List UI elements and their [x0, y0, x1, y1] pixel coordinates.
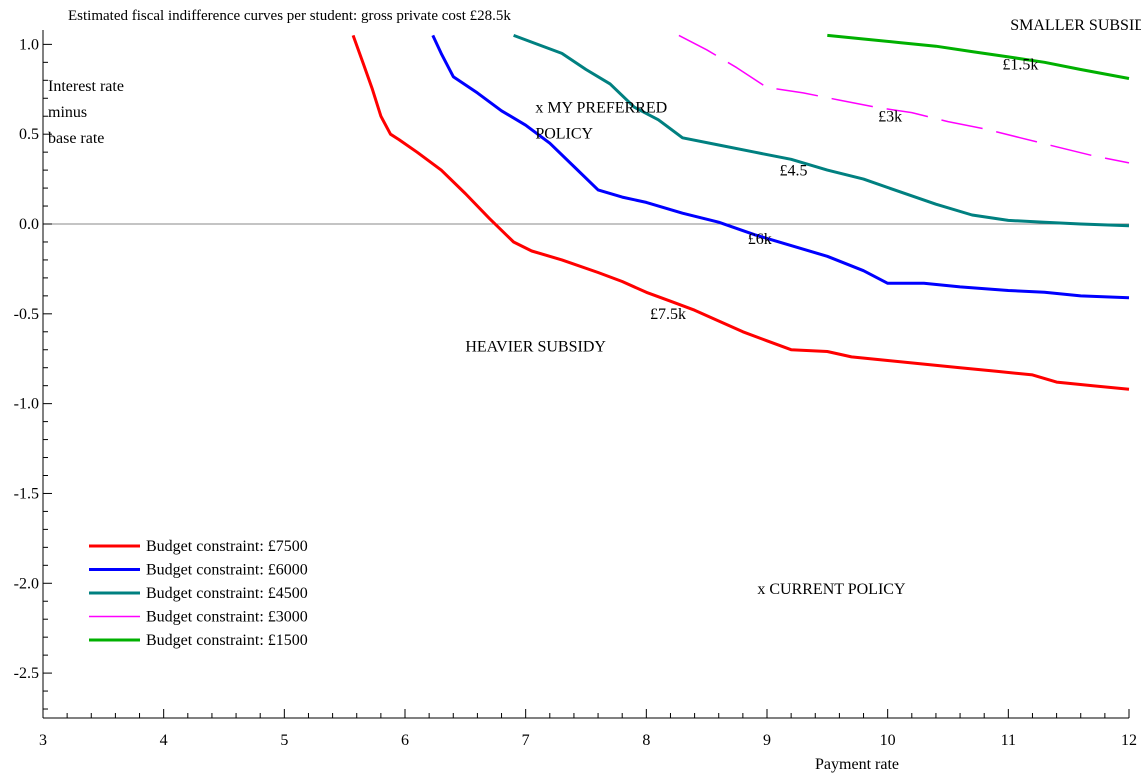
y-axis-label-line-3: base rate [48, 130, 104, 147]
x-tick-label: 3 [39, 732, 47, 749]
x-tick-label: 8 [642, 732, 650, 749]
y-tick-label: 1.0 [19, 36, 39, 53]
legend-label: Budget constraint: £1500 [146, 632, 308, 649]
series-line-5 [827, 33, 1130, 80]
y-ticks: 1.0 0.5 0.0 -0.5 -1.0 -1.5 -2.0 -2.5 [14, 36, 52, 710]
annotation-text: x CURRENT POLICY [757, 581, 906, 598]
x-tick-label: 5 [280, 732, 288, 749]
x-tick-label: 6 [401, 732, 409, 749]
y-tick-label: -1.0 [14, 396, 39, 413]
y-tick-label: -2.0 [14, 575, 39, 592]
curve-labels: £1.5k £3k £4.5 £6k £7.5k [650, 57, 1038, 324]
curve-label: £1.5k [1002, 57, 1038, 74]
legend-label: Budget constraint: £3000 [146, 609, 308, 626]
x-tick-label: 4 [160, 732, 168, 749]
annotation-text: x MY PREFERRED [535, 100, 667, 117]
y-tick-label: 0.0 [19, 216, 39, 233]
y-axis-label-line-1: Interest rate [48, 78, 124, 95]
y-axis-label-line-2: minus [48, 104, 87, 121]
x-tick-label: 12 [1121, 732, 1137, 749]
x-tick-label: 11 [1001, 732, 1016, 749]
y-tick-label: -2.5 [14, 665, 39, 682]
x-tick-label: 9 [763, 732, 771, 749]
legend-label: Budget constraint: £7500 [146, 538, 308, 555]
series-line-2 [431, 34, 1130, 300]
annotation-text: SMALLER SUBSIDY [1010, 17, 1141, 34]
series-line-3 [513, 33, 1130, 228]
annotations: SMALLER SUBSIDY x MY PREFERRED POLICY HEAVI… [465, 17, 1141, 598]
y-tick-label: 0.5 [19, 126, 39, 143]
y-tick-label: -0.5 [14, 306, 39, 323]
curve-label: £3k [878, 109, 902, 126]
x-tick-label: 7 [522, 732, 530, 749]
curve-label: £4.5 [780, 163, 808, 180]
annotation-text: HEAVIER SUBSIDY [465, 339, 606, 356]
legend: Budget constraint: £7500 Budget constrain… [89, 538, 308, 649]
chart-title: Estimated fiscal indifference curves per… [68, 8, 511, 24]
annotation-text: POLICY [535, 126, 593, 143]
curve-label: £6k [748, 231, 772, 248]
series-line-1 [351, 34, 1130, 391]
series-line-4 [678, 34, 1130, 164]
series-lines [351, 33, 1130, 391]
x-axis-label: Payment rate [815, 756, 899, 773]
x-ticks: 3 4 5 6 7 8 9 10 11 12 [39, 709, 1137, 749]
y-axis-label: Interest rate minus base rate [48, 78, 124, 147]
curve-label: £7.5k [650, 306, 686, 323]
axes: 3 4 5 6 7 8 9 10 11 12 1.0 0.5 0.0 -0.5 -1.0 -1.5 -2.0 -… [14, 30, 1137, 749]
x-tick-label: 10 [880, 732, 896, 749]
legend-label: Budget constraint: £6000 [146, 562, 308, 579]
legend-label: Budget constraint: £4500 [146, 585, 308, 602]
y-tick-label: -1.5 [14, 485, 39, 502]
